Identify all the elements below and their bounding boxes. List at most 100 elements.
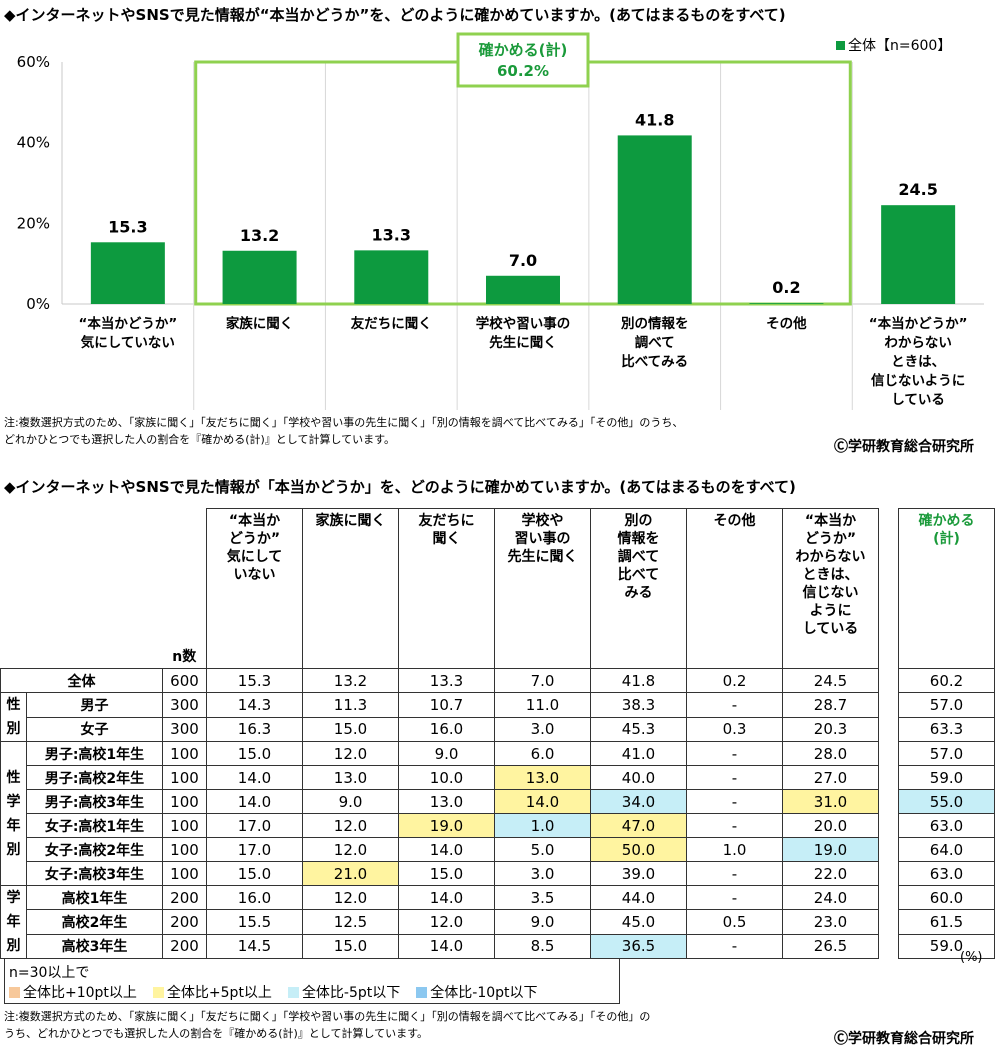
highlight-legend: n=30以上で 全体比+10pt以上 全体比+5pt以上 全体比-5pt以下 全体比-…	[4, 958, 620, 1004]
row-label: 男子:高校1年生	[26, 741, 163, 766]
legend-item-label: 全体比+5pt以上	[166, 985, 272, 1001]
bar	[90, 242, 165, 304]
sum-cell: 57.0	[898, 692, 995, 718]
legend-item: 全体比+10pt以上	[9, 982, 137, 1002]
sum-cell: 63.0	[898, 861, 995, 886]
column-gap	[878, 692, 899, 717]
table-note: 注:複数選択方式のため、「家族に聞く」「友だちに聞く」「学校や習い事の先生に聞く…	[4, 1008, 650, 1042]
sum-cell: 60.2	[898, 668, 995, 693]
legend-item: 全体比-5pt以下	[287, 982, 401, 1002]
sum-column-header: 確かめる (計)	[898, 508, 995, 669]
table-row: 性学年別男子:高校1年生 100 15.0 12.0 9.0 6.0 41.0-28.0 57…	[0, 741, 995, 886]
row-label: 女子:高校2年生	[26, 837, 163, 862]
copyright-1: Ⓒ学研教育総合研究所	[834, 439, 974, 455]
chart-title: ◆インターネットやSNSで見た情報が“本当かどうか”を、どのように確かめています…	[4, 6, 786, 24]
value-cell: 38.3	[590, 692, 687, 718]
column-gap	[878, 909, 899, 935]
column-header: 家族に聞く	[302, 508, 399, 669]
row-group-label: 性別	[0, 692, 27, 742]
value-cell: 47.0	[590, 813, 687, 838]
value-cell: 20.0	[782, 813, 879, 838]
value-cell: 12.0	[302, 837, 399, 862]
x-tick-label: 友だちに聞く	[351, 315, 432, 332]
bar-chart: 0% 20% 40% 60% 確かめる(計) 60.2% 全体【n=600】 15.3 “本当か…	[0, 26, 1000, 446]
sum-cell: 63.3	[898, 716, 995, 742]
legend-item-label: 全体比-10pt以下	[430, 985, 538, 1001]
value-cell: 3.0	[494, 716, 591, 742]
column-gap	[878, 508, 899, 669]
chart-note: 注:複数選択方式のため、「家族に聞く」「友だちに聞く」「学校や習い事の先生に聞く…	[4, 414, 683, 448]
n-cell: 100	[162, 861, 207, 886]
y-tick-label: 40%	[17, 134, 50, 152]
value-cell: -	[686, 692, 783, 718]
value-cell: -	[686, 789, 783, 814]
value-cell: 23.0	[782, 909, 879, 935]
value-cell: 15.5	[206, 909, 303, 935]
value-cell: 14.0	[494, 789, 591, 814]
table-row: 全体 600 15.3 13.2 13.3 7.0 41.8 0.2 24.5 60.2	[0, 668, 995, 693]
column-gap	[878, 837, 899, 862]
n-cell: 200	[162, 909, 207, 935]
column-gap	[878, 813, 899, 838]
value-cell: 11.0	[494, 692, 591, 718]
sum-cell: 57.0	[898, 741, 995, 766]
value-cell: 5.0	[494, 837, 591, 862]
bar	[749, 303, 824, 304]
value-cell: 13.2	[302, 668, 399, 693]
x-tick-label: ときは、	[891, 354, 945, 370]
value-cell: 44.0	[590, 884, 687, 911]
value-cell: 1.0	[686, 837, 783, 862]
n-cell: 100	[162, 837, 207, 862]
legend-item-label: 全体比-5pt以下	[301, 985, 401, 1001]
column-header: 学校や 習い事の 先生に聞く	[494, 508, 591, 669]
value-cell: 15.0	[302, 716, 399, 742]
legend-title: n=30以上で	[9, 965, 90, 981]
sum-cell: 60.0	[898, 884, 995, 911]
legend-items: 全体比+10pt以上 全体比+5pt以上 全体比-5pt以下 全体比-10pt以下	[9, 982, 538, 1002]
table-row: 男子:高校3年生 100 14.0 9.0 13.0 14.0 34.0-31.0 55.0	[1, 789, 995, 814]
x-tick-label: 学校や習い事の	[476, 315, 571, 332]
n-cell: 100	[162, 765, 207, 790]
value-cell: 15.0	[302, 933, 399, 960]
value-cell: 12.0	[302, 813, 399, 838]
bar	[881, 205, 956, 304]
bar	[222, 250, 297, 304]
column-header: “本当か どうか” わからない ときは、 信じない ように している	[782, 508, 879, 669]
column-gap	[878, 765, 899, 790]
value-cell: 26.5	[782, 933, 879, 960]
value-cell: 10.0	[398, 765, 495, 790]
value-cell: 22.0	[782, 861, 879, 886]
value-cell: 14.3	[206, 692, 303, 718]
x-tick-label: その他	[766, 315, 807, 332]
value-cell: 17.0	[206, 813, 303, 838]
n-cell: 200	[162, 933, 207, 960]
value-cell: -	[686, 933, 783, 960]
table-row: 高校3年生 200 14.5 15.0 14.0 8.5 36.5-26.5 59.0	[1, 933, 995, 960]
row-label: 女子	[26, 716, 163, 742]
legend-item: 全体比+5pt以上	[152, 982, 272, 1002]
value-cell: 36.5	[590, 933, 687, 960]
x-tick-label: 調べて	[635, 334, 675, 351]
column-gap	[878, 741, 899, 766]
table-row: 女子:高校2年生 100 17.0 12.0 14.0 5.0 50.0 1.0 19.0 64.…	[1, 837, 995, 862]
bar	[354, 250, 429, 304]
value-cell: 31.0	[782, 789, 879, 814]
data-table: n数 “本当か どうか” 気にして いない 家族に聞く 友だちに 聞く 学校や 習い事の 先生に聞く…	[0, 508, 995, 960]
n-cell: 100	[162, 789, 207, 814]
row-label: 男子	[26, 692, 163, 718]
value-cell: 12.5	[302, 909, 399, 935]
table-row: 男子:高校2年生 100 14.0 13.0 10.0 13.0 40.0-27.0 59.0	[1, 765, 995, 790]
value-cell: 13.0	[398, 789, 495, 814]
legend-swatch	[152, 987, 164, 998]
value-cell: 40.0	[590, 765, 687, 790]
value-cell: 19.0	[782, 837, 879, 862]
value-cell: 9.0	[302, 789, 399, 814]
n-cell: 100	[162, 741, 207, 766]
table-row: 女子:高校3年生 100 15.0 21.0 15.0 3.0 39.0-22.0 63.0	[1, 861, 995, 886]
legend-swatch	[836, 41, 845, 50]
column-header: 友だちに 聞く	[398, 508, 495, 669]
x-tick-label: 比べてみる	[621, 353, 688, 370]
row-label: 全体	[0, 668, 163, 693]
table-row: 性別男子 300 14.3 11.3 10.7 11.0 38.3-28.7 57.0	[0, 692, 995, 742]
sum-cell: 55.0	[898, 789, 995, 814]
